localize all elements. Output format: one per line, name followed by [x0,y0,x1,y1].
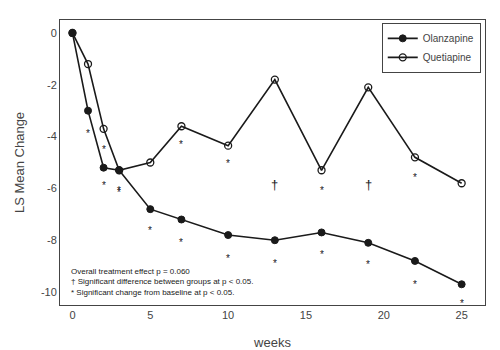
svg-text:*: * [179,237,183,248]
svg-text:5: 5 [147,309,153,321]
svg-text:*: * [366,259,370,270]
svg-text:-4: -4 [47,130,57,142]
svg-text:-2: -2 [47,79,57,91]
svg-text:*: * [413,279,417,290]
svg-text:*: * [102,144,106,155]
svg-text:*: * [320,249,324,260]
svg-text:Quetiapine: Quetiapine [423,52,472,63]
svg-text:-8: -8 [47,234,57,246]
svg-text:0: 0 [69,309,75,321]
svg-text:*: * [102,180,106,191]
svg-text:20: 20 [378,309,390,321]
svg-text:Overall treatment effect p = 0: Overall treatment effect p = 0.060† Sign… [71,267,253,297]
svg-text:*: * [179,139,183,150]
svg-text:-6: -6 [47,182,57,194]
svg-text:-10: -10 [41,286,57,298]
svg-text:*: * [117,185,121,196]
svg-text:25: 25 [456,309,468,321]
svg-text:*: * [226,253,230,264]
svg-text:*: * [273,258,277,269]
svg-text:*: * [460,298,464,309]
svg-text:*: * [86,128,90,139]
svg-text:*: * [117,187,121,198]
svg-text:*: * [226,158,230,169]
svg-text:*: * [320,185,324,196]
svg-text:*: * [413,172,417,183]
svg-text:0: 0 [51,27,57,39]
svg-text:LS Mean Change: LS Mean Change [12,112,27,213]
svg-text:weeks: weeks [253,335,291,350]
svg-text:†: † [365,177,372,192]
svg-text:10: 10 [222,309,234,321]
svg-text:15: 15 [300,309,312,321]
svg-text:*: * [148,225,152,236]
svg-text:Olanzapine: Olanzapine [423,33,474,44]
svg-text:†: † [271,177,278,192]
